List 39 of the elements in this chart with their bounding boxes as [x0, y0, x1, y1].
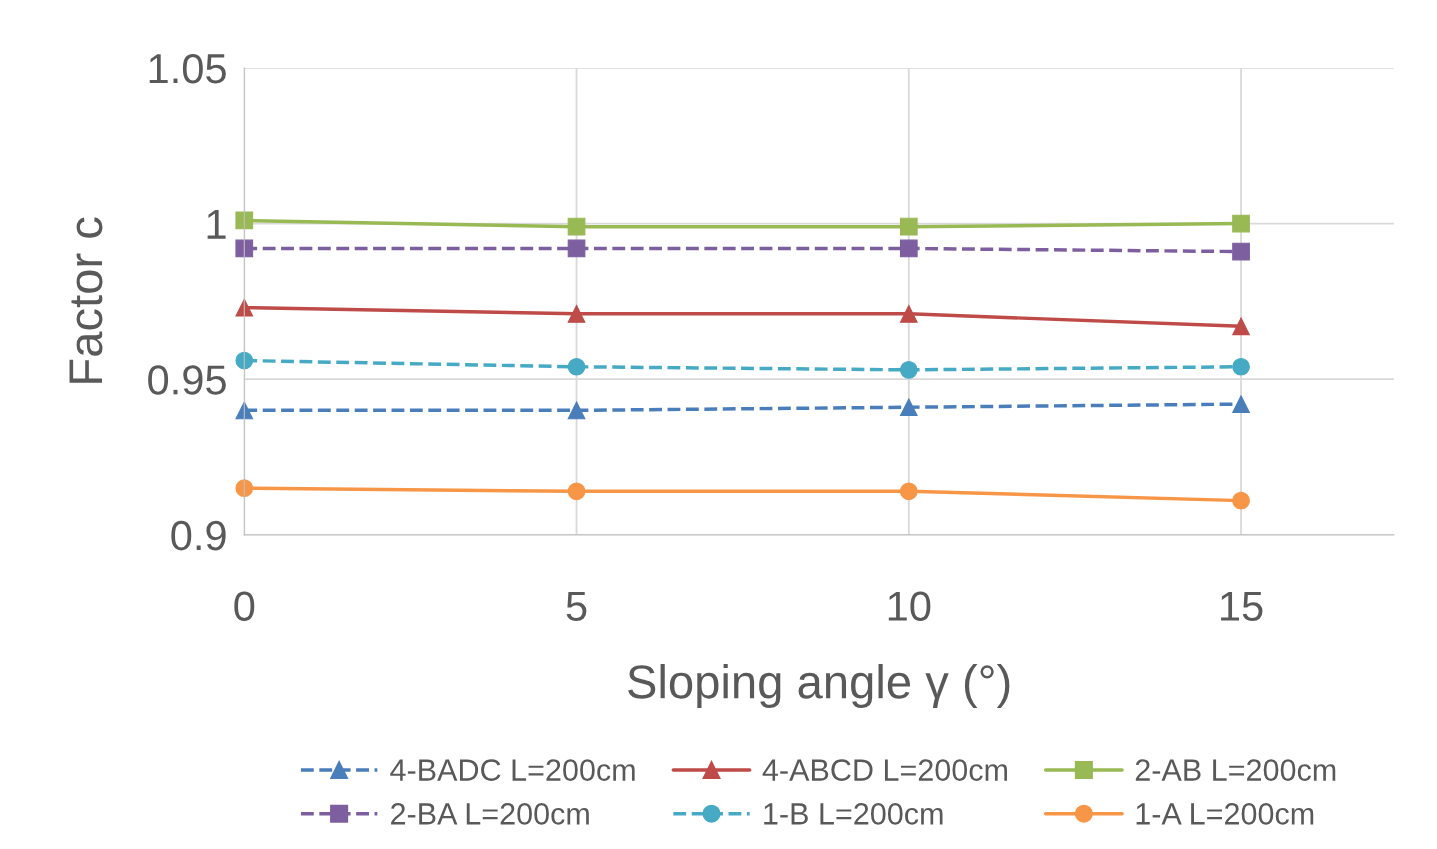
- point: [899, 398, 918, 417]
- point: [567, 357, 586, 376]
- point: [235, 401, 254, 420]
- x-tick-label: 0: [234, 591, 255, 622]
- x-tick-label: 10: [888, 591, 931, 622]
- x-tick-label: 5: [566, 591, 587, 622]
- point: [899, 482, 918, 501]
- point: [235, 211, 254, 230]
- point: [1232, 214, 1250, 233]
- x-tick-label: 15: [1221, 591, 1263, 622]
- y-tick-label: 0.95: [148, 365, 226, 395]
- point: [1232, 317, 1250, 336]
- point: [567, 482, 586, 501]
- point: [235, 239, 254, 258]
- legend-label: 1-A L=200cm: [1136, 803, 1314, 825]
- point: [899, 217, 918, 236]
- point: [567, 304, 586, 323]
- y-tick-label: 0.9: [171, 520, 226, 551]
- point: [899, 361, 918, 379]
- point: [1232, 491, 1250, 510]
- y-tick-label: 1: [207, 210, 226, 239]
- point: [235, 479, 254, 498]
- legend-label: 4-BADC L=200cm: [390, 759, 635, 781]
- point: [567, 239, 586, 258]
- y-tick-label: 1.05: [149, 53, 226, 84]
- x-axis-title: Sloping angle γ (°): [628, 663, 1010, 709]
- y-axis-title: Factor c: [69, 217, 103, 383]
- legend-label: 2-BA L=200cm: [391, 803, 589, 825]
- point: [899, 304, 918, 323]
- point: [567, 401, 586, 420]
- point: [235, 351, 254, 370]
- legend-label: 2-AB L=200cm: [1135, 759, 1336, 781]
- point: [1232, 395, 1250, 413]
- legend-label: 4-ABCD L=200cm: [762, 759, 1007, 781]
- point: [1232, 357, 1250, 376]
- point: [899, 239, 918, 258]
- point: [567, 217, 586, 236]
- point: [1232, 242, 1250, 261]
- legend-label: 1-B L=200cm: [764, 803, 943, 825]
